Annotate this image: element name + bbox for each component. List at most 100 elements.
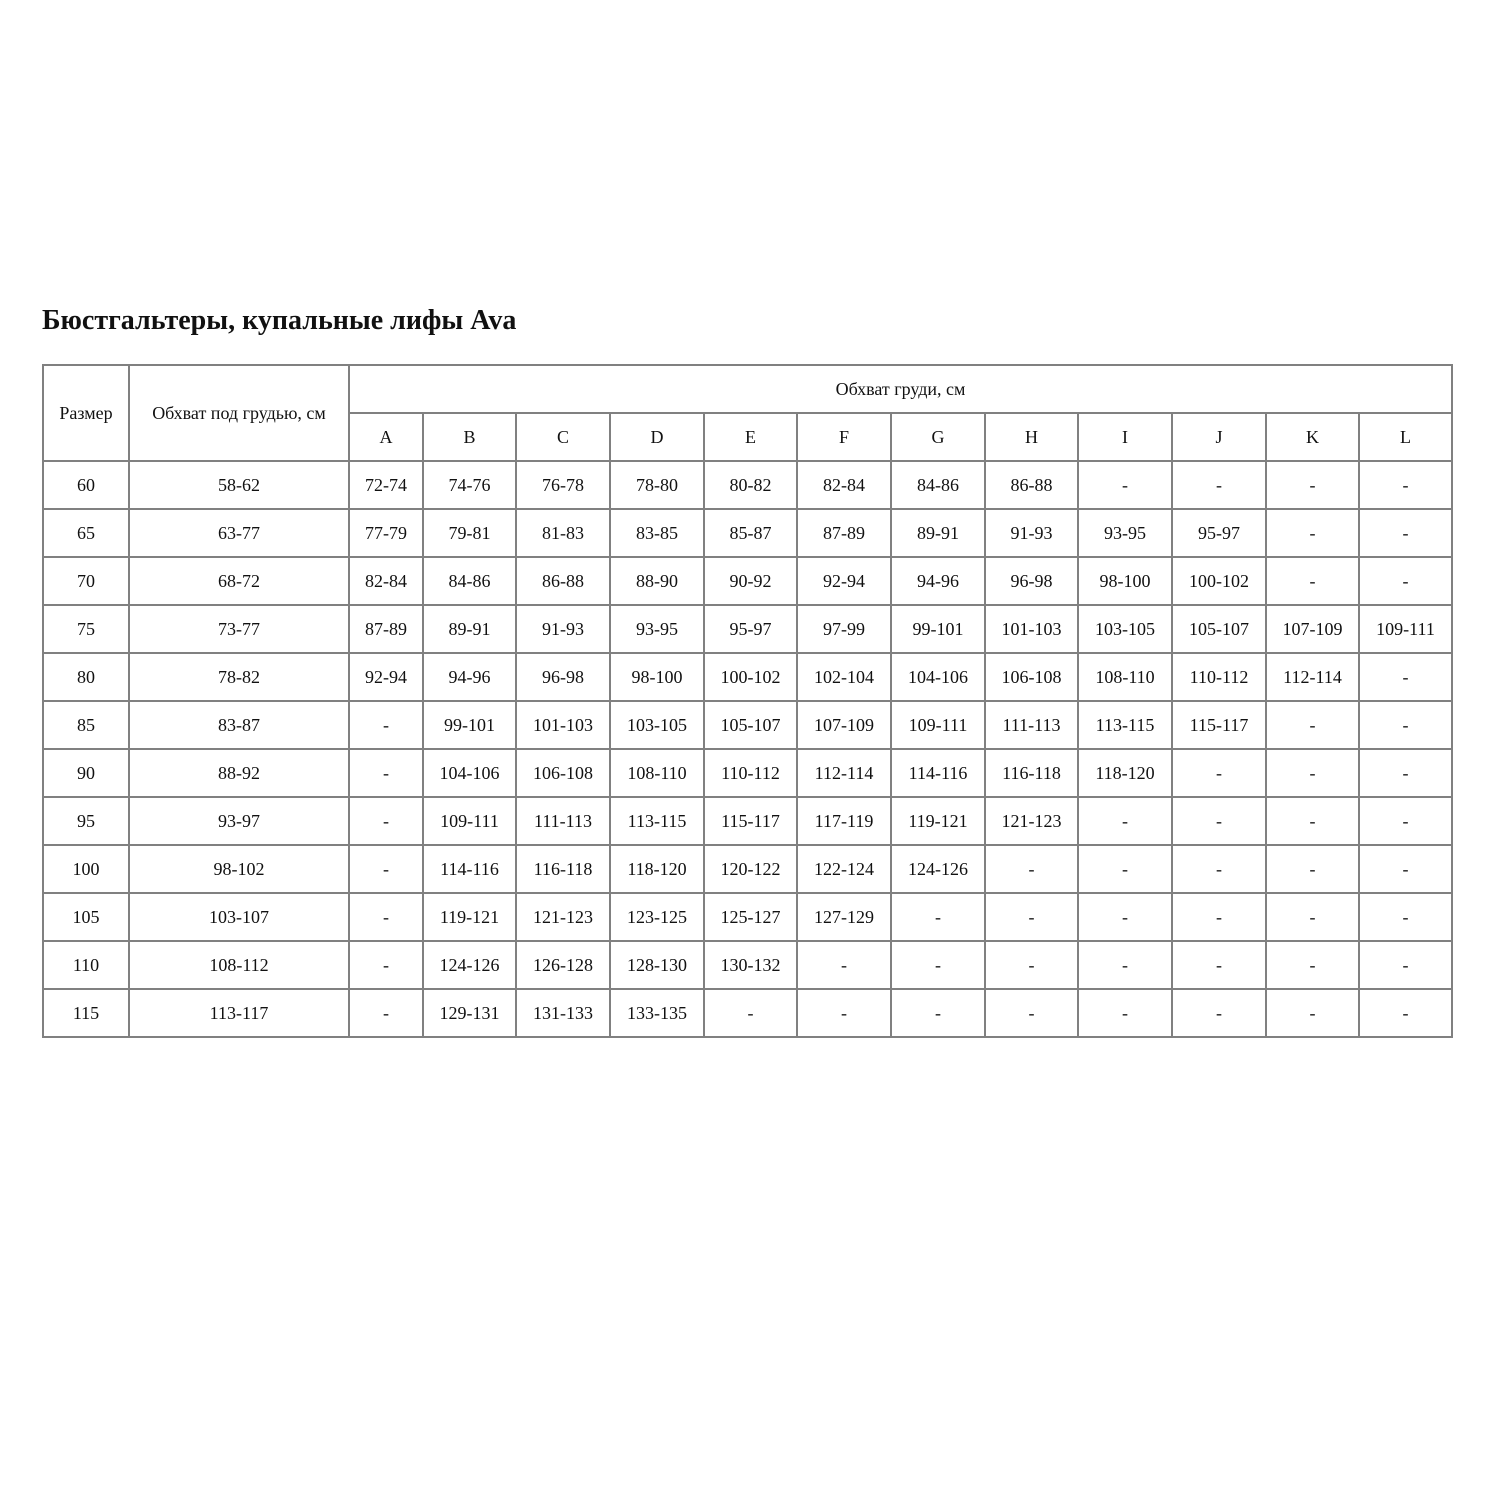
table-row: 75 73-77 87-89 89-91 91-93 93-95 95-97 97-99 99-… <box>42 604 1453 654</box>
bust-cell: 79-81 <box>422 508 517 558</box>
underbust-cell: 113-117 <box>128 988 350 1038</box>
bust-cell: 121-123 <box>515 892 611 942</box>
bust-cell: 104-106 <box>890 652 986 702</box>
size-cell: 60 <box>42 460 130 510</box>
bust-cell: 116-118 <box>984 748 1079 798</box>
bust-cell: 119-121 <box>422 892 517 942</box>
bust-cell: - <box>1171 748 1267 798</box>
bust-cell: 125-127 <box>703 892 798 942</box>
underbust-cell: 108-112 <box>128 940 350 990</box>
table-row: 95 93-97-109-111 111-113 113-115 115-117 117-… <box>42 796 1453 846</box>
bust-cell: - <box>984 940 1079 990</box>
bust-cell: 107-109 <box>1265 604 1360 654</box>
bust-cell: 122-124 <box>796 844 892 894</box>
bust-cell: 80-82 <box>703 460 798 510</box>
bust-cell: 82-84 <box>348 556 424 606</box>
bust-cell: 114-116 <box>890 748 986 798</box>
bust-cell: 86-88 <box>984 460 1079 510</box>
bust-cell: 84-86 <box>422 556 517 606</box>
table-row: 105 103-107-119-121 121-123 123-125 125-127 1… <box>42 892 1453 942</box>
bust-cell: 94-96 <box>422 652 517 702</box>
header-underbust: Обхват под грудью, см <box>128 364 350 462</box>
bust-cell: - <box>1358 892 1453 942</box>
bust-cell: - <box>890 988 986 1038</box>
bust-cell: 115-117 <box>703 796 798 846</box>
size-cell: 85 <box>42 700 130 750</box>
bust-cell: - <box>703 988 798 1038</box>
cup-header-k: K <box>1265 412 1360 462</box>
bust-cell: - <box>348 988 424 1038</box>
underbust-cell: 68-72 <box>128 556 350 606</box>
size-table: Размер Обхват под грудью, см Обхват груд… <box>42 364 1453 1038</box>
bust-cell: - <box>796 940 892 990</box>
bust-cell: - <box>1077 844 1173 894</box>
bust-cell: 110-112 <box>1171 652 1267 702</box>
cup-header-l: L <box>1358 412 1453 462</box>
bust-cell: 99-101 <box>890 604 986 654</box>
cup-header-e: E <box>703 412 798 462</box>
bust-cell: 101-103 <box>984 604 1079 654</box>
bust-cell: - <box>1358 460 1453 510</box>
underbust-cell: 73-77 <box>128 604 350 654</box>
bust-cell: 92-94 <box>348 652 424 702</box>
cup-header-f: F <box>796 412 892 462</box>
bust-cell: 92-94 <box>796 556 892 606</box>
cup-header-j: J <box>1171 412 1267 462</box>
bust-cell: 81-83 <box>515 508 611 558</box>
bust-cell: 133-135 <box>609 988 705 1038</box>
header-bust: Обхват груди, см <box>348 364 1453 414</box>
bust-cell: 93-95 <box>1077 508 1173 558</box>
underbust-cell: 103-107 <box>128 892 350 942</box>
bust-cell: - <box>1265 556 1360 606</box>
bust-cell: - <box>984 892 1079 942</box>
bust-cell: - <box>1265 892 1360 942</box>
bust-cell: - <box>1265 748 1360 798</box>
table-row: 115 113-117-129-131 131-133 133-135- - - - - - - - <box>42 988 1453 1038</box>
size-cell: 100 <box>42 844 130 894</box>
bust-cell: - <box>1358 748 1453 798</box>
bust-cell: - <box>984 988 1079 1038</box>
bust-cell: - <box>348 892 424 942</box>
bust-cell: 126-128 <box>515 940 611 990</box>
underbust-cell: 78-82 <box>128 652 350 702</box>
bust-cell: - <box>1265 988 1360 1038</box>
bust-cell: - <box>1171 988 1267 1038</box>
size-cell: 65 <box>42 508 130 558</box>
bust-cell: 87-89 <box>348 604 424 654</box>
bust-cell: - <box>1077 940 1173 990</box>
bust-cell: 104-106 <box>422 748 517 798</box>
bust-cell: 129-131 <box>422 988 517 1038</box>
bust-cell: 113-115 <box>1077 700 1173 750</box>
table-row: 110 108-112-124-126 126-128 128-130 130-132-… <box>42 940 1453 990</box>
bust-cell: 95-97 <box>703 604 798 654</box>
bust-cell: 100-102 <box>703 652 798 702</box>
size-cell: 95 <box>42 796 130 846</box>
bust-cell: 108-110 <box>1077 652 1173 702</box>
bust-cell: - <box>1077 892 1173 942</box>
bust-cell: 117-119 <box>796 796 892 846</box>
bust-cell: 98-100 <box>609 652 705 702</box>
bust-cell: - <box>1171 844 1267 894</box>
bust-cell: - <box>1358 652 1453 702</box>
bust-cell: 94-96 <box>890 556 986 606</box>
cup-header-i: I <box>1077 412 1173 462</box>
bust-cell: - <box>1358 844 1453 894</box>
cup-header-h: H <box>984 412 1079 462</box>
table-row: 100 98-102-114-116 116-118 118-120 120-122 12… <box>42 844 1453 894</box>
underbust-cell: 58-62 <box>128 460 350 510</box>
bust-cell: 82-84 <box>796 460 892 510</box>
size-cell: 110 <box>42 940 130 990</box>
bust-cell: 101-103 <box>515 700 611 750</box>
underbust-cell: 63-77 <box>128 508 350 558</box>
bust-cell: 118-120 <box>609 844 705 894</box>
header-size: Размер <box>42 364 130 462</box>
bust-cell: 119-121 <box>890 796 986 846</box>
bust-cell: 96-98 <box>515 652 611 702</box>
bust-cell: 100-102 <box>1171 556 1267 606</box>
bust-cell: 107-109 <box>796 700 892 750</box>
bust-cell: - <box>890 892 986 942</box>
bust-cell: - <box>1265 460 1360 510</box>
bust-cell: - <box>1265 844 1360 894</box>
bust-cell: - <box>348 940 424 990</box>
